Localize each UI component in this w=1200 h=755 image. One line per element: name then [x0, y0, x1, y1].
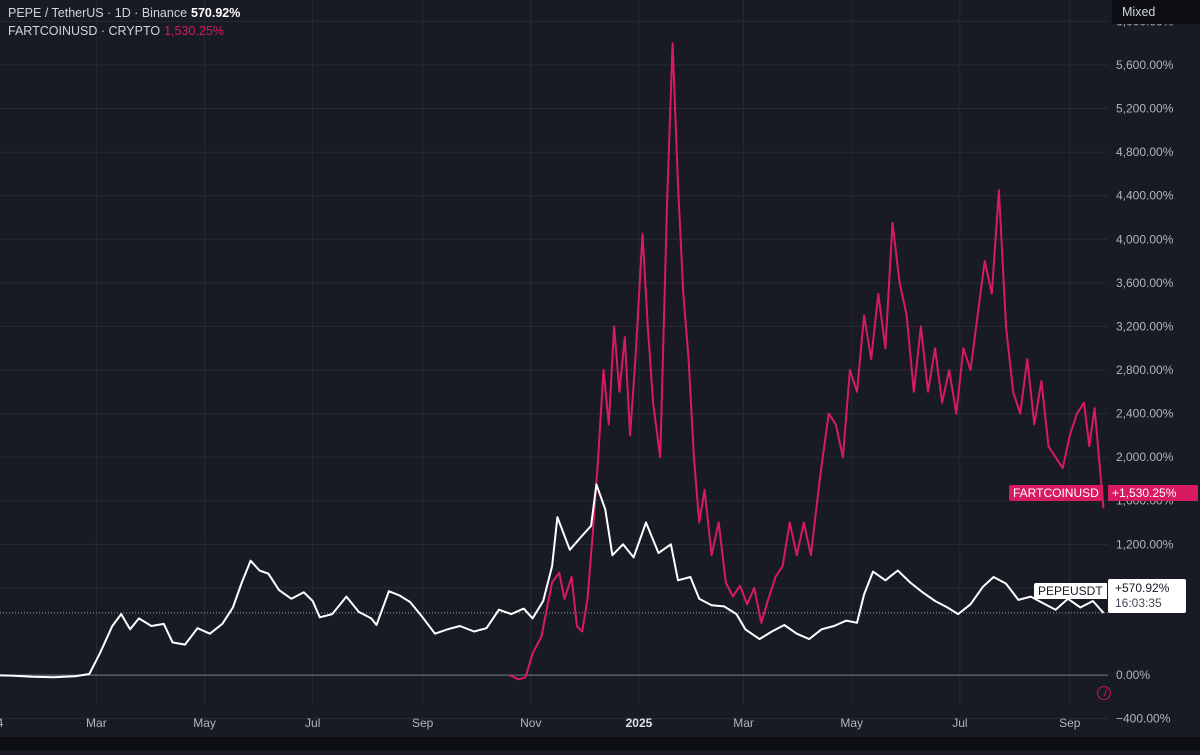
legend-fart-value: 1,530.25%	[164, 24, 224, 38]
scale-mode-button[interactable]: Mixed	[1112, 0, 1200, 24]
y-tick-label: 2,400.00%	[1116, 407, 1174, 421]
legend-pepe-name: PEPE / TetherUS · 1D · Binance	[8, 6, 188, 20]
y-tick-label: 2,800.00%	[1116, 363, 1174, 377]
y-tick-label: 3,200.00%	[1116, 319, 1174, 333]
y-tick-label: 4,800.00%	[1116, 145, 1174, 159]
x-tick-label: Mar	[733, 716, 754, 730]
fartcoin-value-tag: +1,530.25%	[1108, 485, 1198, 501]
pepe-value-tag: +570.92% 16:03:35	[1108, 579, 1186, 613]
y-axis[interactable]: 6,000.00%5,600.00%5,200.00%4,800.00%4,40…	[1116, 14, 1174, 725]
x-tick-label: Sep	[1059, 716, 1081, 730]
fartcoin-name-tag: FARTCOINUSD	[1009, 485, 1103, 501]
pepe-countdown: 16:03:35	[1115, 596, 1162, 610]
y-tick-label: 3,600.00%	[1116, 276, 1174, 290]
y-tick-label: −400.00%	[1116, 712, 1171, 726]
x-tick-label: May	[193, 716, 216, 730]
x-tick-label: May	[840, 716, 863, 730]
y-tick-label: 5,200.00%	[1116, 102, 1174, 116]
y-tick-label: 4,400.00%	[1116, 189, 1174, 203]
legend-pepe-value: 570.92%	[191, 6, 241, 20]
y-tick-label: 0.00%	[1116, 668, 1150, 682]
x-tick-label: 2025	[626, 716, 653, 730]
fartcoin-series-line[interactable]	[509, 42, 1105, 681]
x-tick-label: 24	[0, 716, 4, 730]
x-tick-label: Jul	[952, 716, 967, 730]
chart-legend: PEPE / TetherUS · 1D · Binance 570.92% FA…	[8, 4, 240, 40]
pepe-series-line[interactable]	[0, 483, 1105, 679]
x-tick-label: Jul	[305, 716, 320, 730]
flash-icon[interactable]	[1097, 686, 1111, 700]
pepe-value-text: +570.92%	[1115, 581, 1170, 595]
x-tick-label: Nov	[520, 716, 541, 730]
legend-row-fart[interactable]: FARTCOINUSD · CRYPTO 1,530.25%	[8, 22, 240, 40]
legend-row-pepe[interactable]: PEPE / TetherUS · 1D · Binance 570.92%	[8, 4, 240, 22]
x-tick-label: Mar	[86, 716, 107, 730]
x-tick-label: Sep	[412, 716, 434, 730]
reference-lines	[0, 612, 1108, 676]
y-tick-label: 2,000.00%	[1116, 450, 1174, 464]
y-tick-label: 4,000.00%	[1116, 232, 1174, 246]
legend-fart-name: FARTCOINUSD · CRYPTO	[8, 24, 161, 38]
series-lines[interactable]	[0, 42, 1105, 681]
x-axis[interactable]: 24 Mar May Jul Sep Nov 2025 Mar May Jul Sep	[0, 716, 1081, 730]
pepe-name-tag: PEPEUSDT	[1034, 583, 1107, 599]
y-tick-label: 5,600.00%	[1116, 58, 1174, 72]
y-tick-label: 1,200.00%	[1116, 537, 1174, 551]
bottom-bar	[0, 737, 1200, 750]
